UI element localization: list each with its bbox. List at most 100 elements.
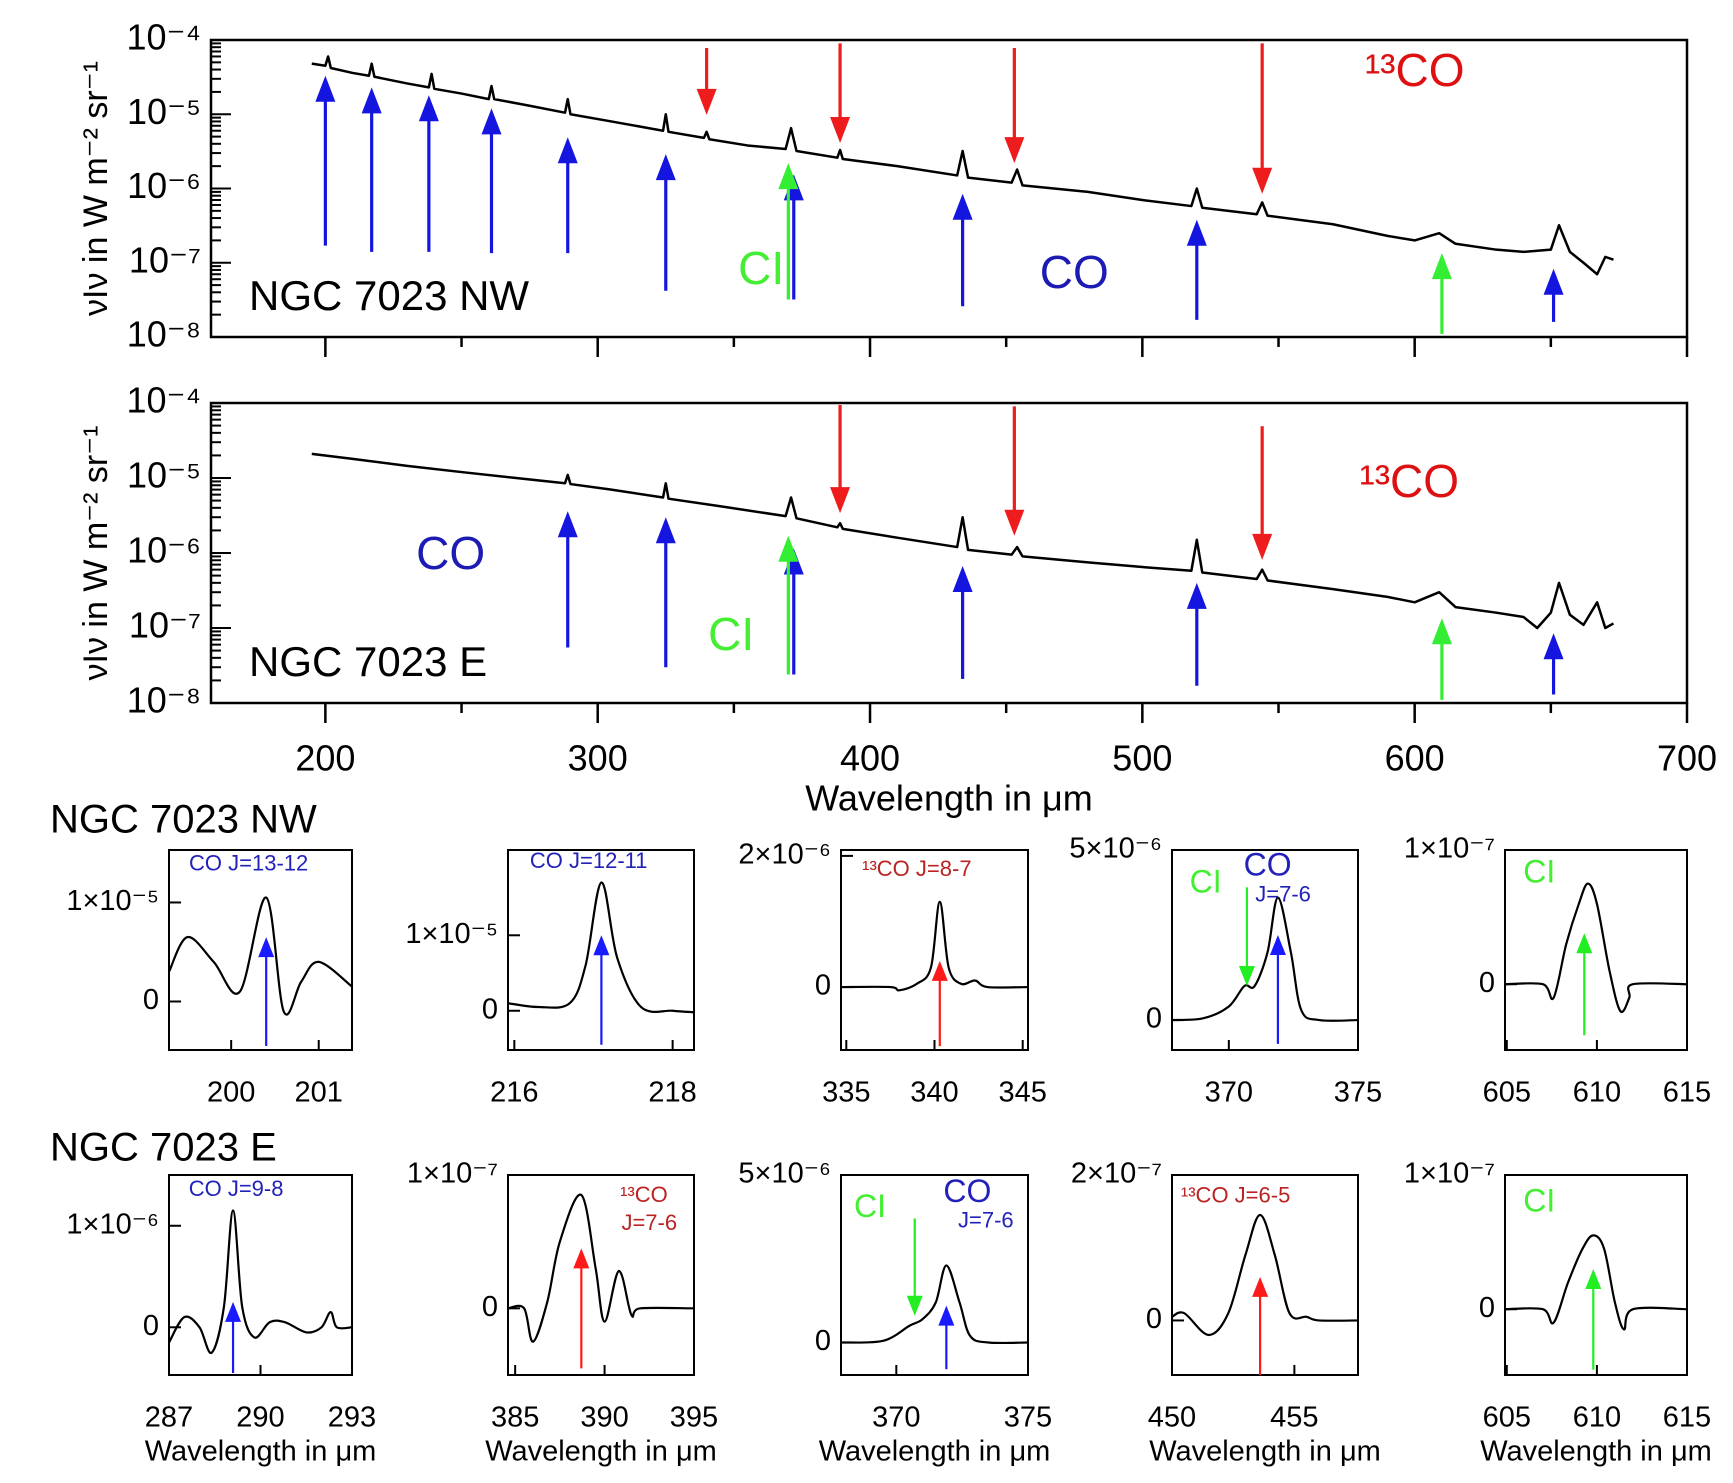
y-tick-label: 0 xyxy=(1479,1292,1495,1324)
x-tick-label: 390 xyxy=(580,1402,628,1434)
x-tick-label: 200 xyxy=(295,738,355,779)
arrow xyxy=(1576,933,1593,1036)
y-tick-label: 2×10⁻⁶ xyxy=(738,839,831,871)
y-axis-label: νIν in W m⁻² sr⁻¹ xyxy=(77,426,115,681)
y-tick-label: 10⁻⁷ xyxy=(129,605,201,646)
x-tick-label: 450 xyxy=(1148,1402,1196,1434)
arrow xyxy=(655,517,676,668)
arrow xyxy=(906,1218,923,1316)
arrow xyxy=(952,566,973,679)
x-tick-label: 615 xyxy=(1663,1402,1711,1434)
annotation: ¹³CO xyxy=(1359,455,1459,507)
y-tick-label: 1×10⁻⁷ xyxy=(407,1158,498,1190)
spectrum-line xyxy=(840,1264,1029,1345)
x-axis-label: Wavelength in μm xyxy=(805,778,1093,819)
x-tick-label: 615 xyxy=(1663,1077,1711,1109)
spectrum-line xyxy=(1504,1234,1688,1331)
arrow xyxy=(938,1305,955,1370)
x-tick-label: 201 xyxy=(295,1077,343,1109)
spectrum-line xyxy=(507,1193,695,1343)
x-tick-label: 610 xyxy=(1573,1077,1621,1109)
y-tick-label: 1×10⁻⁶ xyxy=(66,1208,159,1240)
y-tick-label: 0 xyxy=(482,1291,498,1323)
x-tick-label: 335 xyxy=(822,1077,870,1109)
arrow xyxy=(593,935,610,1045)
y-tick-label: 10⁻⁶ xyxy=(127,165,201,206)
annotation: CI xyxy=(1523,1183,1555,1219)
y-tick-label: 0 xyxy=(143,984,159,1016)
arrow xyxy=(258,937,275,1047)
y-tick-label: 10⁻⁶ xyxy=(127,530,201,571)
x-axis-label: Wavelength in μm xyxy=(1149,1436,1381,1468)
arrow xyxy=(361,87,382,252)
y-tick-label: 1×10⁻⁵ xyxy=(66,885,159,917)
annotation: ¹³CO xyxy=(620,1182,668,1207)
x-tick-label: 395 xyxy=(670,1402,718,1434)
spectrum-line xyxy=(840,900,1029,992)
plot-frame xyxy=(168,1174,353,1376)
y-tick-label: 10⁻⁴ xyxy=(126,17,201,58)
y-tick-label: 0 xyxy=(815,1325,831,1357)
arrow xyxy=(1543,268,1564,322)
x-tick-label: 218 xyxy=(648,1077,696,1109)
x-tick-label: 370 xyxy=(872,1402,920,1434)
y-tick-label: 10⁻⁷ xyxy=(129,239,201,280)
spectrum-line xyxy=(507,881,695,1014)
annotation: CO xyxy=(1244,846,1292,882)
y-tick-label: 0 xyxy=(143,1310,159,1342)
x-tick-label: 290 xyxy=(236,1402,284,1434)
arrow xyxy=(418,95,439,252)
arrow xyxy=(830,43,851,144)
arrow xyxy=(557,137,578,254)
arrow xyxy=(1004,406,1025,536)
arrow xyxy=(1252,426,1273,560)
annotation: CO xyxy=(1040,246,1109,298)
arrow xyxy=(1585,1268,1602,1370)
annotation: J=7-6 xyxy=(621,1210,677,1235)
annotation: CI xyxy=(854,1188,886,1224)
plot-frame xyxy=(840,1174,1029,1376)
arrow xyxy=(952,193,973,307)
arrow xyxy=(1186,582,1207,686)
arrow xyxy=(783,174,804,300)
x-tick-label: 293 xyxy=(328,1402,376,1434)
spectrum-line xyxy=(311,55,1614,276)
x-tick-label: 375 xyxy=(1004,1402,1052,1434)
y-tick-label: 5×10⁻⁶ xyxy=(738,1158,831,1190)
annotation: ¹³CO xyxy=(1365,44,1465,96)
x-axis-label: Wavelength in μm xyxy=(1480,1436,1712,1468)
y-tick-label: 0 xyxy=(815,970,831,1002)
arrow xyxy=(783,548,804,675)
y-tick-label: 1×10⁻⁷ xyxy=(1404,1158,1495,1190)
y-tick-label: 0 xyxy=(482,993,498,1025)
x-axis-label: Wavelength in μm xyxy=(145,1436,377,1468)
row-label: NGC 7023 E xyxy=(50,1126,277,1170)
y-tick-label: 0 xyxy=(1146,1303,1162,1335)
arrow xyxy=(1004,48,1025,164)
arrow xyxy=(1252,43,1273,194)
y-tick-label: 1×10⁻⁷ xyxy=(1404,833,1495,865)
y-tick-label: 0 xyxy=(1146,1003,1162,1035)
x-tick-label: 500 xyxy=(1112,738,1172,779)
x-tick-label: 605 xyxy=(1483,1402,1531,1434)
row-label: NGC 7023 NW xyxy=(50,798,317,842)
x-tick-label: 385 xyxy=(491,1402,539,1434)
arrow xyxy=(931,960,948,1047)
plot-frame xyxy=(507,849,695,1051)
x-tick-label: 600 xyxy=(1385,738,1445,779)
arrow xyxy=(573,1248,590,1369)
annotation: CO J=13-12 xyxy=(189,851,308,876)
arrow xyxy=(1543,633,1564,695)
y-tick-label: 2×10⁻⁷ xyxy=(1071,1158,1162,1190)
x-tick-label: 216 xyxy=(490,1077,538,1109)
annotation: CO J=12-11 xyxy=(530,848,648,873)
x-axis-label: Wavelength in μm xyxy=(485,1436,717,1468)
x-tick-label: 455 xyxy=(1270,1402,1318,1434)
annotation: CI xyxy=(708,608,754,660)
arrow xyxy=(1431,253,1452,334)
y-axis-label: νIν in W m⁻² sr⁻¹ xyxy=(77,61,115,316)
y-tick-label: 1×10⁻⁵ xyxy=(405,918,498,950)
annotation: CI xyxy=(1190,863,1222,899)
x-tick-label: 610 xyxy=(1573,1402,1621,1434)
annotation: ¹³CO J=6-5 xyxy=(1181,1183,1290,1208)
